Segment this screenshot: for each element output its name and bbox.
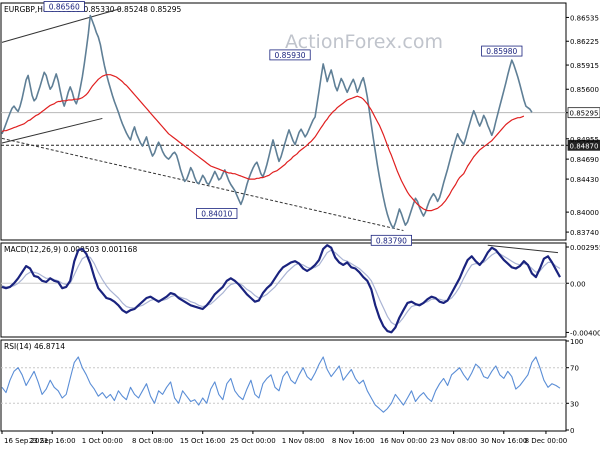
rsi-panel-frame [0, 339, 567, 432]
watermark: ActionForex.com [285, 31, 443, 53]
rsi-y-tick-label: 70 [570, 365, 579, 373]
macd-panel-title: MACD(12,26,9) 0.000503 0.001168 [4, 245, 138, 254]
macd-y-tick-label: 0.002955 [570, 244, 600, 252]
price-annotation-label: 0.83790 [376, 236, 407, 245]
price-series-line [1, 14, 533, 229]
x-axis-tick-label: 16 Nov 00:00 [380, 437, 427, 445]
moving-average-line [1, 74, 525, 212]
x-axis-tick-label: 8 Dec 00:00 [525, 437, 568, 445]
price-y-tick-label: 0.84000 [570, 209, 599, 217]
price-y-tick-label: 0.83740 [570, 229, 599, 237]
price-panel-title: EURGBP,H4 0.85295 0.85330 0.85248 0.8529… [4, 5, 182, 14]
rsi-line [1, 356, 561, 413]
macd-trendline [487, 244, 559, 254]
price-y-tick-label: 0.85295 [570, 110, 599, 118]
price-trendline-0 [1, 8, 121, 43]
x-axis-tick-label: 23 Nov 08:00 [430, 437, 477, 445]
price-annotation-box [196, 208, 238, 219]
price-annotation-box [269, 49, 311, 61]
support-price-tag [567, 139, 600, 151]
x-axis-tick-label: 30 Nov 16:00 [480, 437, 527, 445]
price-annotation-box [43, 1, 85, 12]
macd-y-tick-label: 0.00 [570, 280, 586, 288]
macd-signal-line [1, 249, 561, 326]
price-y-tick-label: 0.84690 [570, 156, 599, 164]
x-axis-tick-label: 8 Oct 08:00 [132, 437, 173, 445]
x-axis-tick-label: 15 Oct 16:00 [180, 437, 226, 445]
rsi-panel-title: RSI(14) 46.8714 [4, 342, 65, 351]
price-y-tick-label: 0.86535 [570, 14, 599, 22]
price-trendline-1 [1, 117, 103, 144]
price-y-tick-label: 0.84870 [570, 142, 599, 150]
macd-y-tick-label: -0.004009 [570, 329, 600, 337]
price-panel-frame [0, 2, 567, 241]
x-axis-tick-label: 1 Oct 00:00 [82, 437, 123, 445]
price-annotation-label: 0.86560 [49, 3, 80, 12]
x-axis-tick-label: 25 Oct 00:00 [230, 437, 276, 445]
x-axis-tick-label: 23 Sep 16:00 [29, 437, 76, 445]
price-annotation-label: 0.85930 [275, 51, 306, 60]
price-y-tick-label: 0.84430 [570, 176, 599, 184]
rsi-y-tick-label: 0 [570, 427, 574, 435]
price-annotation-box [370, 234, 412, 246]
x-axis-tick-label: 16 Sep 2021 [4, 437, 48, 445]
rsi-y-tick-label: 100 [570, 338, 583, 346]
current-price-tag [567, 107, 600, 119]
x-axis-tick-label: 8 Nov 16:00 [332, 437, 375, 445]
price-trendline-2 [1, 137, 404, 232]
price-y-tick-label: 0.85600 [570, 86, 599, 94]
price-y-tick-label: 0.85915 [570, 62, 599, 70]
rsi-y-tick-label: 30 [570, 400, 579, 408]
price-annotation-box [481, 45, 523, 57]
price-y-tick-label: 0.86225 [570, 38, 599, 46]
macd-line [1, 244, 561, 334]
price-y-tick-label: 0.84955 [570, 136, 599, 144]
price-annotation-label: 0.85980 [486, 47, 517, 56]
macd-panel-frame [0, 242, 567, 338]
x-axis-tick-label: 1 Nov 08:00 [282, 437, 325, 445]
price-annotation-label: 0.84010 [201, 209, 232, 218]
